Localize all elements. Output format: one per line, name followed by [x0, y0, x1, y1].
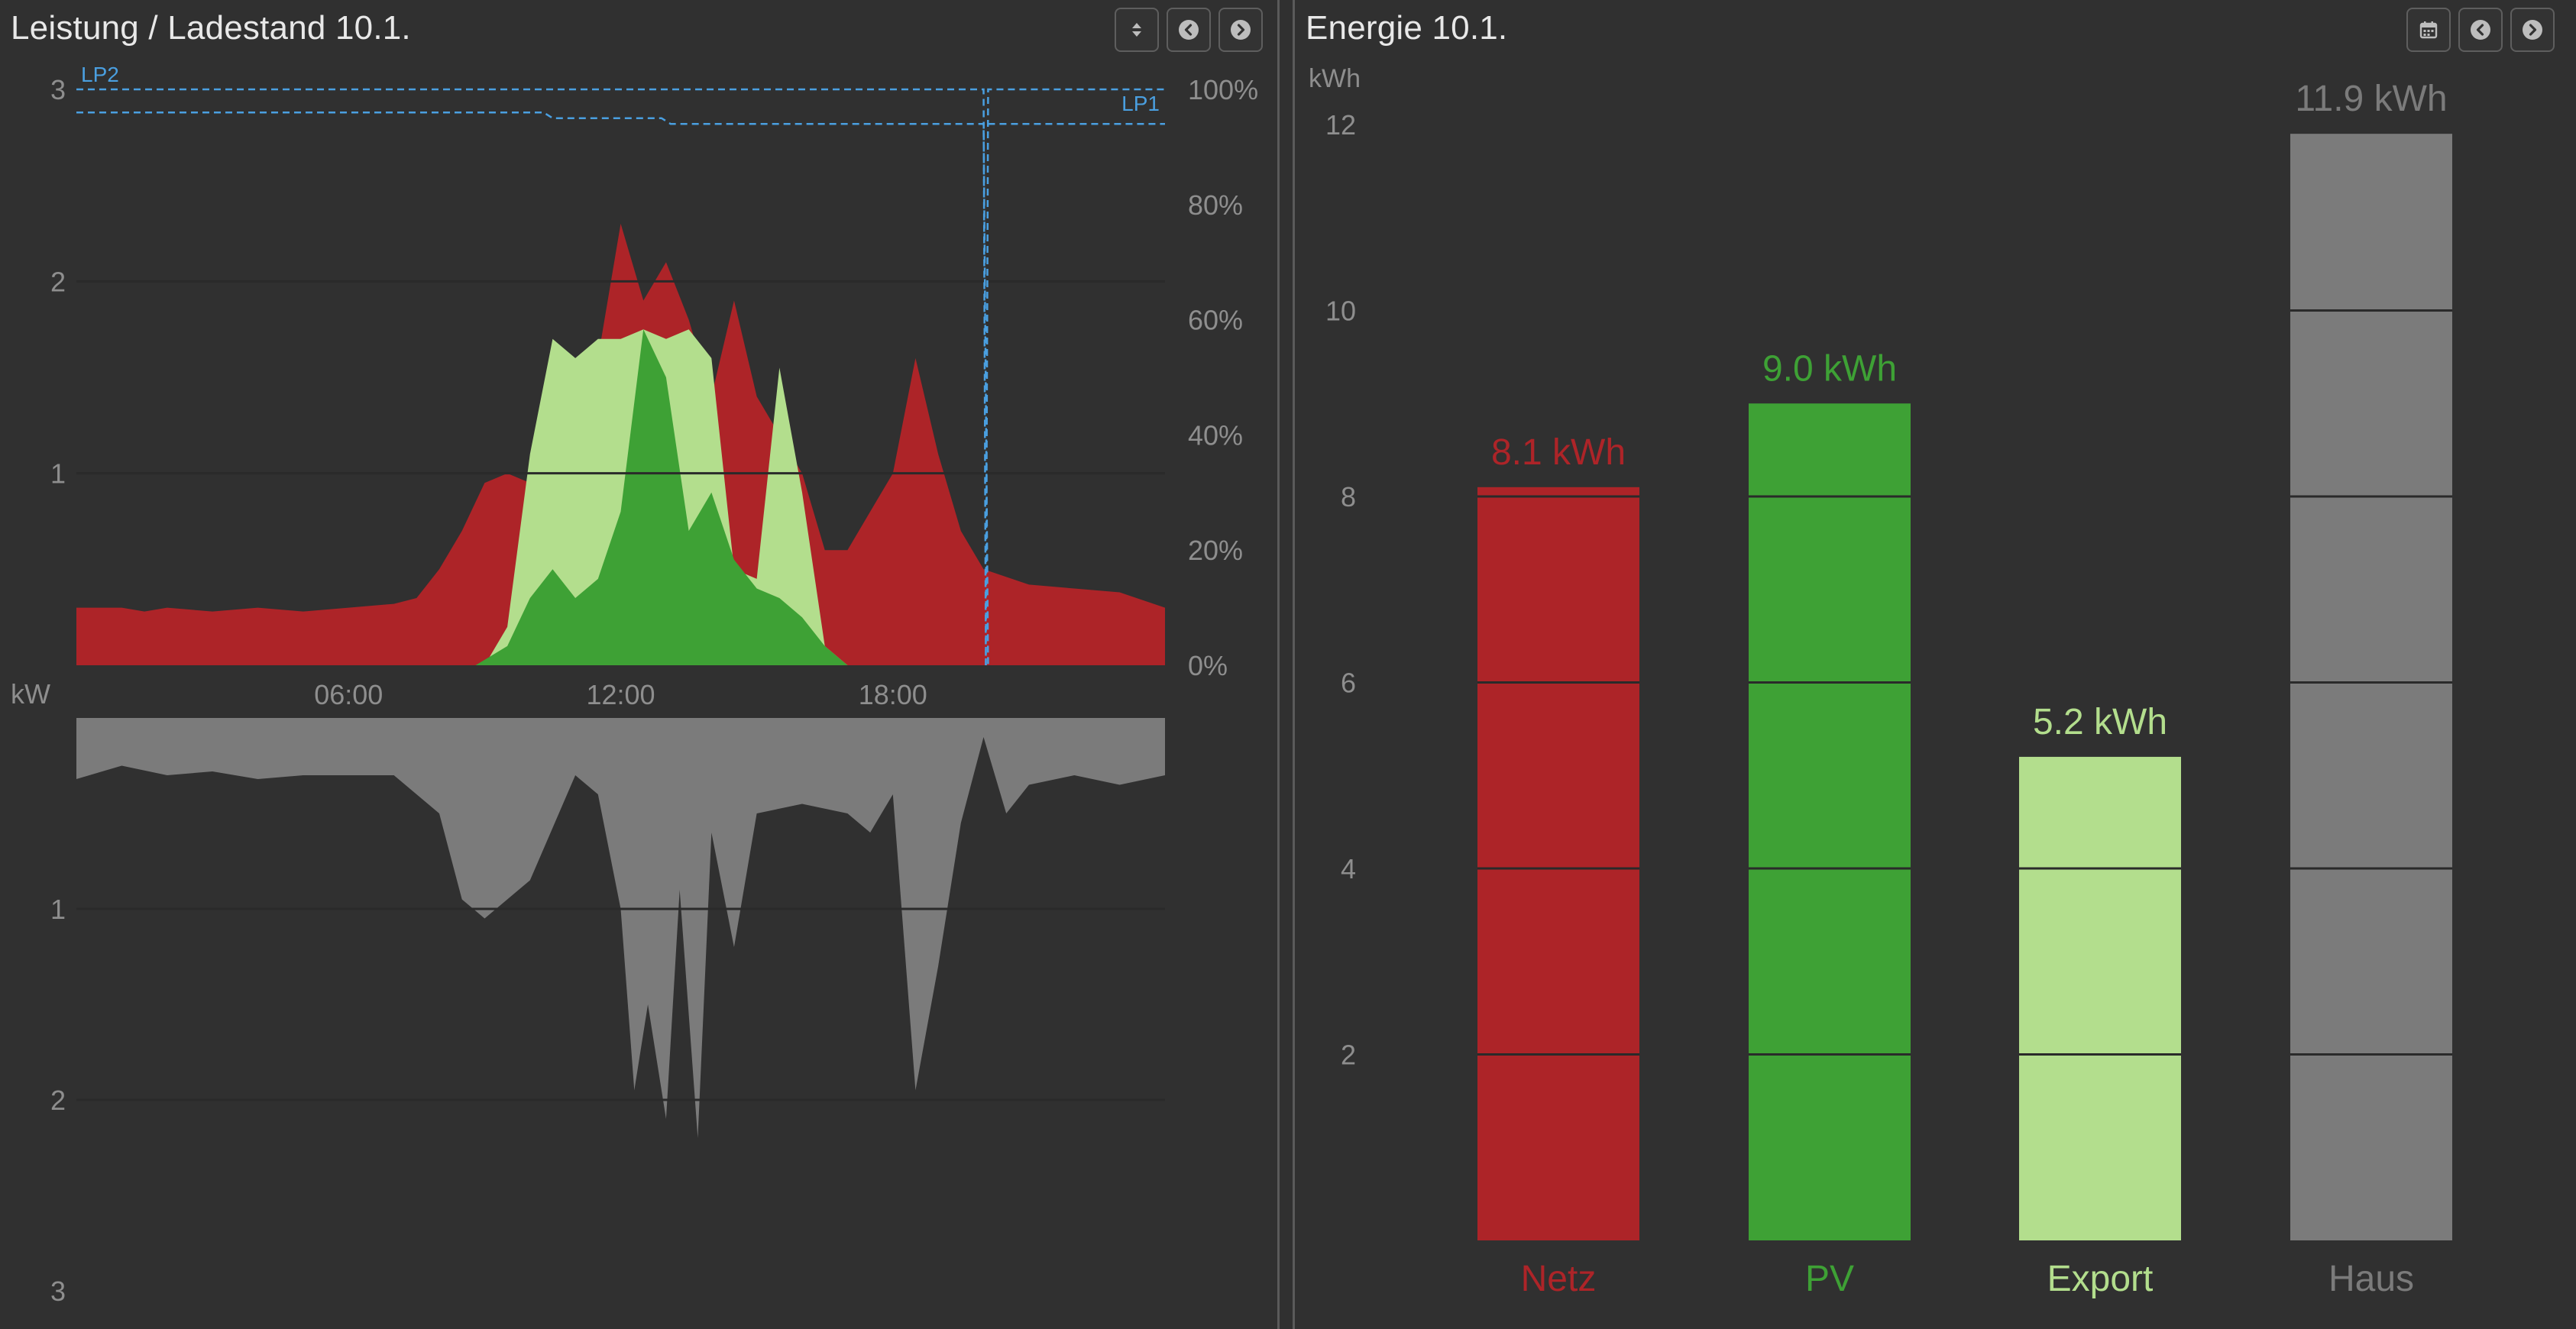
series-pv-area — [475, 329, 848, 665]
y-right-tick-label: 100% — [1188, 74, 1258, 105]
panel-divider-right — [1293, 0, 1295, 1329]
loadpoint-line-lp2 — [76, 88, 987, 666]
bar-value-label: 8.1 kWh — [1491, 432, 1626, 473]
chevron-right-icon — [1231, 20, 1251, 40]
calendar-icon — [2419, 21, 2438, 39]
chevron-left-icon — [2471, 20, 2490, 40]
bar-haus — [2290, 134, 2452, 1240]
previous-day-button[interactable] — [1167, 8, 1211, 52]
y-tick-label: 1 — [50, 894, 66, 925]
bar-pv — [1749, 403, 1911, 1240]
y-axis-unit: kWh — [1309, 64, 1361, 93]
chevron-right-icon — [2523, 20, 2542, 40]
y-tick-label: 4 — [1341, 853, 1356, 884]
x-category-label: Netz — [1521, 1259, 1597, 1299]
power-panel: Leistung / Ladestand 10.1. LP2 LP1 3 2 1 1 2 3 k… — [0, 0, 1277, 1329]
bar-value-label: 9.0 kWh — [1762, 348, 1897, 389]
x-category-label: Export — [2047, 1259, 2154, 1299]
next-day-button[interactable] — [1218, 8, 1263, 52]
x-category-label: PV — [1805, 1259, 1854, 1299]
power-chart: LP2 LP1 3 2 1 1 2 3 kW 100% 80% 60% 40% 20% 0% 06:00 12:… — [11, 63, 1258, 1307]
panel-divider-left — [1277, 0, 1280, 1329]
y-tick-label: 2 — [50, 266, 66, 297]
x-tick-label: 06:00 — [314, 679, 383, 710]
y-right-tick-label: 40% — [1188, 419, 1243, 451]
power-toolbar — [1115, 8, 1263, 52]
bar-value-label: 11.9 kWh — [2295, 79, 2447, 119]
y-axis-unit: kW — [11, 678, 50, 710]
y-tick-label: 3 — [50, 74, 66, 105]
y-tick-label: 3 — [50, 1276, 66, 1307]
sort-icon — [1132, 23, 1141, 37]
loadpoint-line-lp1 — [76, 111, 989, 666]
y-tick-label: 12 — [1325, 109, 1356, 141]
bar-netz — [1477, 487, 1639, 1240]
energy-panel: Energie 10.1. kWh 12 10 8 6 4 2 8.1 kWh Netz 9.0 … — [1295, 0, 2576, 1329]
y-tick-label: 2 — [50, 1085, 66, 1116]
sort-button[interactable] — [1115, 8, 1159, 52]
bar-export — [2019, 756, 2181, 1240]
y-right-tick-label: 80% — [1188, 189, 1243, 221]
y-tick-label: 8 — [1341, 481, 1356, 513]
y-tick-label: 1 — [50, 458, 66, 490]
x-category-label: Haus — [2328, 1259, 2414, 1299]
y-tick-label: 2 — [1341, 1040, 1356, 1071]
loadpoint-line-lp1-continued — [985, 88, 1165, 666]
y-right-tick-label: 0% — [1188, 650, 1228, 681]
bar-value-label: 5.2 kWh — [2033, 702, 2167, 742]
chevron-left-icon — [1179, 20, 1199, 40]
energy-chart: kWh 12 10 8 6 4 2 8.1 kWh Netz 9.0 kWh PV 5.2 kWh Ex… — [1309, 64, 2452, 1299]
loadpoint-label-lp1: LP1 — [1121, 92, 1160, 115]
previous-day-button[interactable] — [2458, 8, 2503, 52]
energy-toolbar — [2406, 8, 2555, 52]
x-tick-label: 18:00 — [859, 679, 927, 710]
energy-panel-title: Energie 10.1. — [1306, 9, 1508, 47]
next-day-button[interactable] — [2510, 8, 2555, 52]
power-panel-title: Leistung / Ladestand 10.1. — [11, 9, 411, 47]
x-tick-label: 12:00 — [586, 679, 655, 710]
y-tick-label: 10 — [1325, 296, 1356, 327]
series-house-area — [76, 718, 1165, 1138]
loadpoint-label-lp2: LP2 — [81, 63, 119, 86]
calendar-button[interactable] — [2406, 8, 2451, 52]
y-right-tick-label: 60% — [1188, 305, 1243, 336]
y-tick-label: 6 — [1341, 668, 1356, 699]
y-right-tick-label: 20% — [1188, 535, 1243, 566]
